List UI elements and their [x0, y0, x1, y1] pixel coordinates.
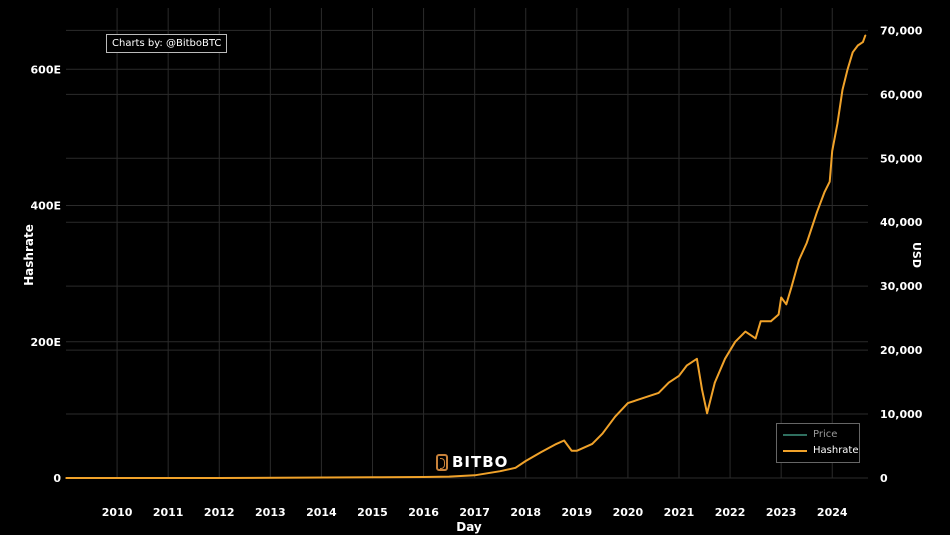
chart-credit: Charts by: @BitboBTC [106, 34, 228, 53]
x-tick-label: 2017 [459, 506, 490, 519]
x-tick-label: 2016 [408, 506, 439, 519]
hashrate-point [448, 475, 450, 478]
y-left-tick-label: 0 [53, 472, 61, 485]
y-left-tick-label: 600E [31, 63, 61, 76]
x-tick-label: 2019 [562, 506, 593, 519]
hashrate-point [846, 68, 849, 71]
hashrate-point [218, 477, 221, 479]
hashrate-point [790, 286, 793, 289]
hashrate-point [685, 364, 688, 367]
x-tick-label: 2013 [255, 506, 286, 519]
hashrate-point [864, 34, 867, 37]
legend-item-price[interactable]: Price [783, 429, 837, 440]
legend-label-hashrate: Hashrate [813, 445, 859, 456]
hashrate-point [637, 398, 639, 401]
y-left-axis-ticks: 0 200E 400E 600E [31, 63, 62, 485]
hashrate-point [785, 303, 788, 306]
hashrate-point [744, 330, 747, 333]
brand-name: BITBO [452, 453, 509, 471]
brand-watermark: BITBO [436, 453, 508, 471]
x-tick-label: 2015 [357, 506, 388, 519]
hashrate-point [524, 460, 527, 462]
hashrate-point [816, 211, 818, 214]
bitbo-logo-icon [436, 453, 448, 471]
x-tick-label: 2018 [510, 506, 541, 519]
x-tick-label: 2024 [817, 506, 848, 519]
hashrate-point [576, 449, 578, 452]
x-tick-label: 2022 [715, 506, 746, 519]
legend-swatch-price [783, 433, 807, 436]
hashrate-point [627, 402, 629, 404]
hashrate-point [836, 122, 839, 125]
hashrate-point [601, 432, 604, 435]
hashrate-point [828, 180, 831, 183]
y-right-axis-label: USD [910, 242, 923, 268]
hashrate-point [657, 392, 660, 394]
hashrate-point [805, 242, 808, 244]
hashrate-point [841, 88, 844, 91]
hashrate-point [696, 357, 698, 360]
hashrate-point [499, 470, 502, 472]
hashrate-point [647, 395, 650, 398]
legend-swatch-hashrate [783, 449, 807, 452]
y-right-tick-label: 70,000 [880, 24, 923, 37]
hashrate-point [570, 449, 573, 452]
hashrate-point [706, 412, 708, 415]
y-right-axis-ticks: 0 10,000 20,000 30,000 40,000 50,000 60,000 70,… [880, 24, 923, 485]
hashrate-point [473, 474, 476, 477]
hashrate-point [371, 476, 374, 479]
x-tick-label: 2012 [204, 506, 235, 519]
y-right-tick-label: 50,000 [880, 152, 923, 165]
hashrate-point [734, 340, 736, 343]
hashrate-point [591, 443, 593, 445]
hashrate-point [514, 466, 517, 469]
hashrate-point [770, 320, 772, 323]
y-right-tick-label: 20,000 [880, 344, 923, 357]
y-left-axis-label: Hashrate [22, 224, 36, 286]
hashrate-point [701, 388, 703, 391]
hashrate-point [798, 259, 800, 261]
x-tick-label: 2011 [153, 506, 184, 519]
hashrate-point [65, 477, 67, 479]
hashrate-point [667, 381, 670, 384]
hashrate-point [759, 320, 762, 323]
legend-item-hashrate[interactable]: Hashrate [783, 445, 859, 456]
x-tick-label: 2010 [102, 506, 133, 519]
y-right-tick-label: 60,000 [880, 88, 923, 101]
series-layer [65, 34, 867, 479]
hashrate-point [777, 313, 780, 316]
hashrate-point [856, 44, 859, 47]
hashrate-point [823, 191, 826, 193]
x-axis-ticks: 2010 2011 2012 2013 2014 2015 2016 2017 2018 2019… [102, 506, 848, 519]
hashrate-point [678, 375, 680, 377]
hashrate-point [555, 443, 558, 445]
y-right-tick-label: 10,000 [880, 408, 923, 421]
y-right-tick-label: 40,000 [880, 216, 923, 229]
hashrate-point [780, 296, 782, 299]
x-tick-label: 2021 [664, 506, 695, 519]
hashrate-point [563, 439, 565, 442]
x-axis-label: Day [456, 520, 482, 534]
hashrate-point [831, 150, 834, 152]
legend: Price Hashrate [776, 423, 860, 463]
hashrate-point [614, 415, 616, 418]
hashrate-point [540, 451, 542, 453]
x-tick-label: 2020 [613, 506, 644, 519]
hashrate-point [724, 357, 726, 360]
grid [66, 8, 868, 479]
x-tick-label: 2014 [306, 506, 337, 519]
hashrate-point [862, 41, 864, 43]
hashrate-point [713, 381, 716, 384]
x-tick-label: 2023 [766, 506, 797, 519]
y-left-tick-label: 400E [31, 200, 61, 213]
y-right-tick-label: 30,000 [880, 280, 923, 293]
y-left-tick-label: 200E [31, 336, 61, 349]
hashrate-point [851, 51, 854, 54]
hashrate-line [66, 34, 867, 479]
legend-label-price: Price [813, 429, 838, 440]
y-right-tick-label: 0 [880, 472, 888, 485]
hashrate-point [754, 337, 757, 340]
hashrate-point [422, 476, 425, 478]
